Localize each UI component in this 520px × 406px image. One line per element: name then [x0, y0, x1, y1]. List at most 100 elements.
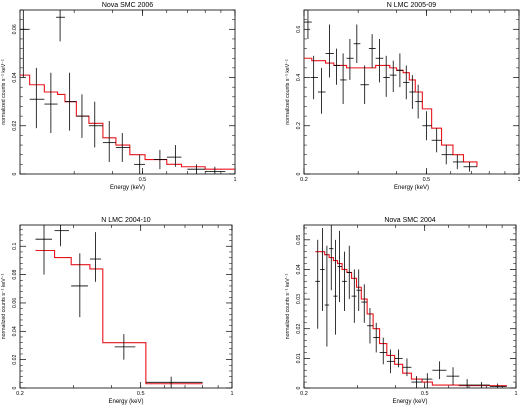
data-point [329, 225, 334, 291]
x-axis-label: Energy (keV) [394, 185, 429, 191]
plot-content [20, 10, 235, 174]
data-point [315, 239, 321, 329]
y-tick-label: 0.04 [12, 326, 18, 336]
data-point [54, 225, 69, 247]
data-point [368, 34, 376, 68]
data-point [375, 38, 384, 83]
x-tick-label: 0.5 [423, 177, 431, 183]
data-point [56, 10, 65, 42]
x-tick-label: 0.2 [300, 391, 308, 397]
data-point [346, 245, 352, 300]
data-point [360, 65, 369, 105]
plot-frame [19, 224, 233, 389]
data-point [333, 48, 341, 85]
data-point [102, 120, 116, 162]
y-tick-label: 0.04 [296, 264, 302, 274]
y-tick-label: 0.06 [12, 24, 18, 34]
data-point [114, 334, 136, 360]
data-point [310, 55, 318, 100]
data-point [389, 60, 397, 92]
data-point [304, 10, 312, 39]
chart-title: Nova SMC 2004 [384, 217, 435, 224]
data-point [29, 67, 45, 129]
chart-title: Nova SMC 2006 [102, 2, 153, 9]
x-tick-label: 0.5 [421, 391, 429, 397]
plot-content [315, 225, 507, 388]
chart-title: N LMC 2004-10 [101, 217, 151, 224]
y-tick-label: 0.04 [12, 72, 18, 82]
data-point [89, 232, 102, 282]
data-point [351, 269, 357, 323]
y-tick-label: 0.2 [296, 122, 302, 129]
data-point [35, 225, 53, 275]
model-step-line [315, 251, 507, 387]
chart-panel-4: Nova SMC 2004 Energy (keV) normalized coun… [285, 217, 518, 405]
data-point [320, 227, 325, 311]
y-tick-label: 0.4 [296, 74, 302, 81]
y-tick-label: 0 [12, 386, 18, 389]
data-point [342, 251, 347, 311]
data-point [432, 361, 447, 380]
y-axis-label: normalized counts s⁻¹ keV⁻¹ [1, 274, 7, 340]
data-point [333, 239, 338, 335]
y-tick-label: 0.06 [12, 298, 18, 308]
chart-title: N LMC 2005-09 [387, 2, 437, 9]
data-point [367, 307, 374, 344]
data-point [317, 67, 326, 114]
data-point [446, 367, 460, 386]
x-tick-label: 0.5 [139, 177, 147, 183]
y-tick-label: 0 [12, 172, 18, 175]
data-point [403, 65, 410, 100]
y-tick-label: 0.1 [12, 243, 18, 250]
model-step-line [20, 74, 235, 170]
data-point [422, 373, 433, 388]
data-point [71, 253, 88, 318]
data-point [383, 55, 390, 97]
y-tick-label: 0 [296, 172, 302, 175]
x-tick-label: 0.2 [300, 177, 308, 183]
data-point [134, 154, 146, 174]
data-point [356, 269, 362, 311]
data-point [415, 84, 423, 119]
y-axis-label: normalized counts s⁻¹ keV⁻¹ [1, 59, 7, 125]
data-point [373, 322, 380, 353]
x-tick-label: 1 [233, 177, 236, 183]
data-point [166, 145, 182, 167]
data-point [422, 111, 432, 141]
x-tick-label: 1 [514, 391, 517, 397]
data-point [153, 149, 167, 170]
data-point [145, 376, 203, 388]
y-axis-label: normalized counts s⁻¹ keV⁻¹ [285, 59, 291, 125]
plot-content [35, 225, 203, 388]
data-point [474, 382, 490, 388]
data-point [394, 349, 403, 368]
data-point [324, 245, 330, 347]
data-point [115, 133, 130, 162]
y-tick-label: 0.01 [296, 353, 302, 363]
chart-panel-2: N LMC 2005-09 Energy (keV) normalized coun… [285, 2, 520, 191]
y-tick-label: 0.6 [296, 26, 302, 33]
plot-frame [303, 224, 517, 389]
y-axis-label: normalized counts s⁻¹ keV⁻¹ [285, 274, 291, 340]
data-point [64, 72, 77, 131]
data-point [411, 376, 423, 388]
x-tick-label: 0.2 [16, 391, 24, 397]
data-point [346, 38, 354, 80]
x-axis-label: Energy (keV) [392, 399, 427, 405]
plot-frame [303, 9, 520, 175]
data-point [459, 379, 475, 388]
data-point [396, 53, 404, 88]
data-point [44, 72, 58, 133]
y-tick-label: 0 [296, 386, 302, 389]
data-point [441, 145, 453, 165]
y-tick-label: 0.02 [12, 121, 18, 131]
plot-frame [19, 9, 236, 175]
data-point [361, 284, 368, 323]
y-tick-label: 0.03 [296, 294, 302, 304]
data-point [452, 154, 464, 170]
model-step-line [35, 249, 203, 385]
data-point [187, 164, 206, 174]
data-point [353, 24, 361, 64]
model-step-line [304, 57, 478, 167]
